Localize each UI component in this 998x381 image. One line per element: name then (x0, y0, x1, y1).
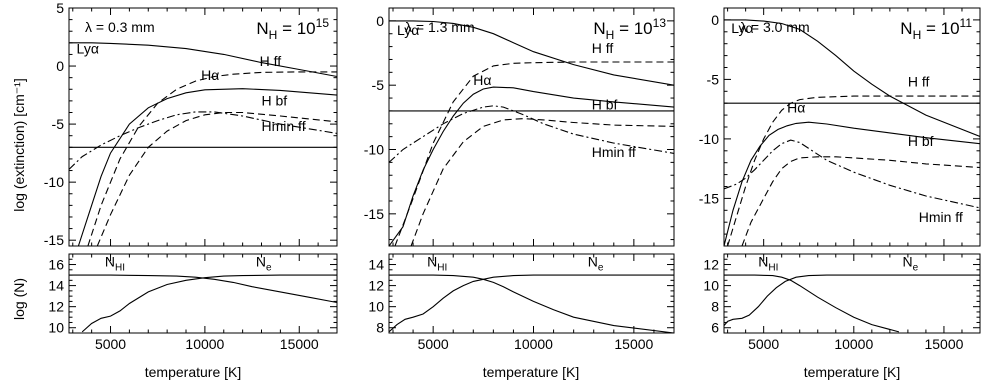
y-tick-label: 0 (376, 13, 384, 29)
series-label: Hmin ff (262, 118, 306, 134)
series-line-h-bf (411, 119, 674, 246)
series-line-n-hi (724, 275, 899, 332)
y-tick-label: -5 (52, 116, 65, 132)
column-density-label: NH = 1011 (900, 16, 972, 42)
y-tick-label: 14 (368, 257, 384, 273)
series-label: NHI (427, 254, 447, 274)
series-line-n-hi (389, 275, 674, 333)
wavelength-label: λ = 1.3 mm (405, 19, 475, 35)
y-tick-label: 10 (48, 320, 64, 336)
y-tick-label: 12 (368, 278, 384, 294)
column-density-label: NH = 1015 (256, 16, 329, 42)
y-tick-label: 5 (56, 0, 64, 16)
series-label: H ff (908, 74, 930, 90)
series-label: Ne (902, 254, 918, 274)
wavelength-label: λ = 3.0 mm (740, 19, 810, 35)
series-line-n-e (389, 275, 674, 332)
series-line-n-e (724, 275, 980, 326)
y-tick-label: -5 (707, 71, 720, 87)
x-tick-label: 5000 (95, 336, 126, 352)
series-line-h-ff (88, 72, 337, 246)
y-tick-label: 0 (711, 12, 719, 28)
panel-5: 5000 10000 15000 8 10 12 14 NHI Ne (368, 254, 674, 352)
ylabel-number-density: log (N) (11, 278, 27, 320)
series-label: H bf (592, 97, 618, 113)
series-line-n-hi (69, 275, 337, 302)
series-label: Lyα (77, 40, 99, 56)
series-line-hmin-ff (724, 140, 980, 208)
series-label: H bf (262, 93, 288, 109)
series-line-h-bf (742, 157, 980, 246)
x-tick-label: 10000 (514, 336, 553, 352)
series-label: Hα (473, 72, 491, 88)
series-label: Ne (256, 254, 272, 274)
y-tick-label: -10 (699, 131, 719, 147)
series-label: Hα (787, 100, 805, 116)
panel-6: 5000 10000 15000 6 8 10 12 NHI Ne (703, 254, 980, 352)
series-line-n-e (82, 275, 337, 332)
series-label: Hmin ff (592, 144, 636, 160)
y-tick-label: -10 (44, 174, 64, 190)
panels-layer: 5 0 -5 -10 -15 Lyα Hα H ff H bf Hmin ff λ = 0.3 mm… (44, 0, 980, 352)
series-label: H ff (260, 53, 282, 69)
x-tick-label: 5000 (418, 336, 449, 352)
series-label: NHI (758, 254, 778, 274)
x-tick-label: 15000 (614, 336, 653, 352)
y-tick-label: -15 (364, 206, 384, 222)
xlabel-2: temperature [K] (483, 364, 580, 380)
plot-frame (389, 8, 674, 246)
y-tick-label: -15 (699, 190, 719, 206)
x-tick-label: 15000 (924, 336, 963, 352)
series-label: Hmin ff (919, 209, 963, 225)
y-tick-label: 10 (368, 299, 384, 315)
y-tick-label: 12 (48, 299, 64, 315)
y-tick-label: 8 (376, 320, 384, 336)
series-line-hα (78, 89, 337, 246)
wavelength-label: λ = 0.3 mm (85, 19, 155, 35)
y-tick-label: 14 (48, 278, 64, 294)
x-tick-label: 10000 (185, 336, 224, 352)
x-tick-label: 10000 (834, 336, 873, 352)
panel-1: 5 0 -5 -10 -15 Lyα Hα H ff H bf Hmin ff λ = 0.3 mm… (44, 0, 337, 248)
y-tick-label: 8 (711, 299, 719, 315)
series-label: Ne (588, 254, 604, 274)
y-tick-label: 16 (48, 257, 64, 273)
y-tick-label: 6 (711, 320, 719, 336)
ylabel-extinction: log (extinction) [cm⁻¹] (11, 78, 27, 211)
xlabel-1: temperature [K] (145, 364, 242, 380)
y-tick-label: -5 (372, 77, 385, 93)
panel-4: 5000 10000 15000 10 12 14 16 NHI Ne (48, 254, 337, 352)
series-label: H ff (592, 40, 614, 56)
series-label: Hα (201, 67, 219, 83)
xlabel-3: temperature [K] (804, 364, 901, 380)
y-tick-label: -10 (364, 142, 384, 158)
series-label: H bf (908, 133, 934, 149)
x-tick-label: 15000 (280, 336, 319, 352)
y-tick-label: 12 (703, 257, 719, 273)
y-tick-label: -15 (44, 232, 64, 248)
series-label: NHI (105, 254, 125, 274)
column-density-label: NH = 1013 (593, 16, 666, 42)
y-tick-label: 10 (703, 278, 719, 294)
x-tick-label: 5000 (748, 336, 779, 352)
y-tick-label: 0 (56, 58, 64, 74)
